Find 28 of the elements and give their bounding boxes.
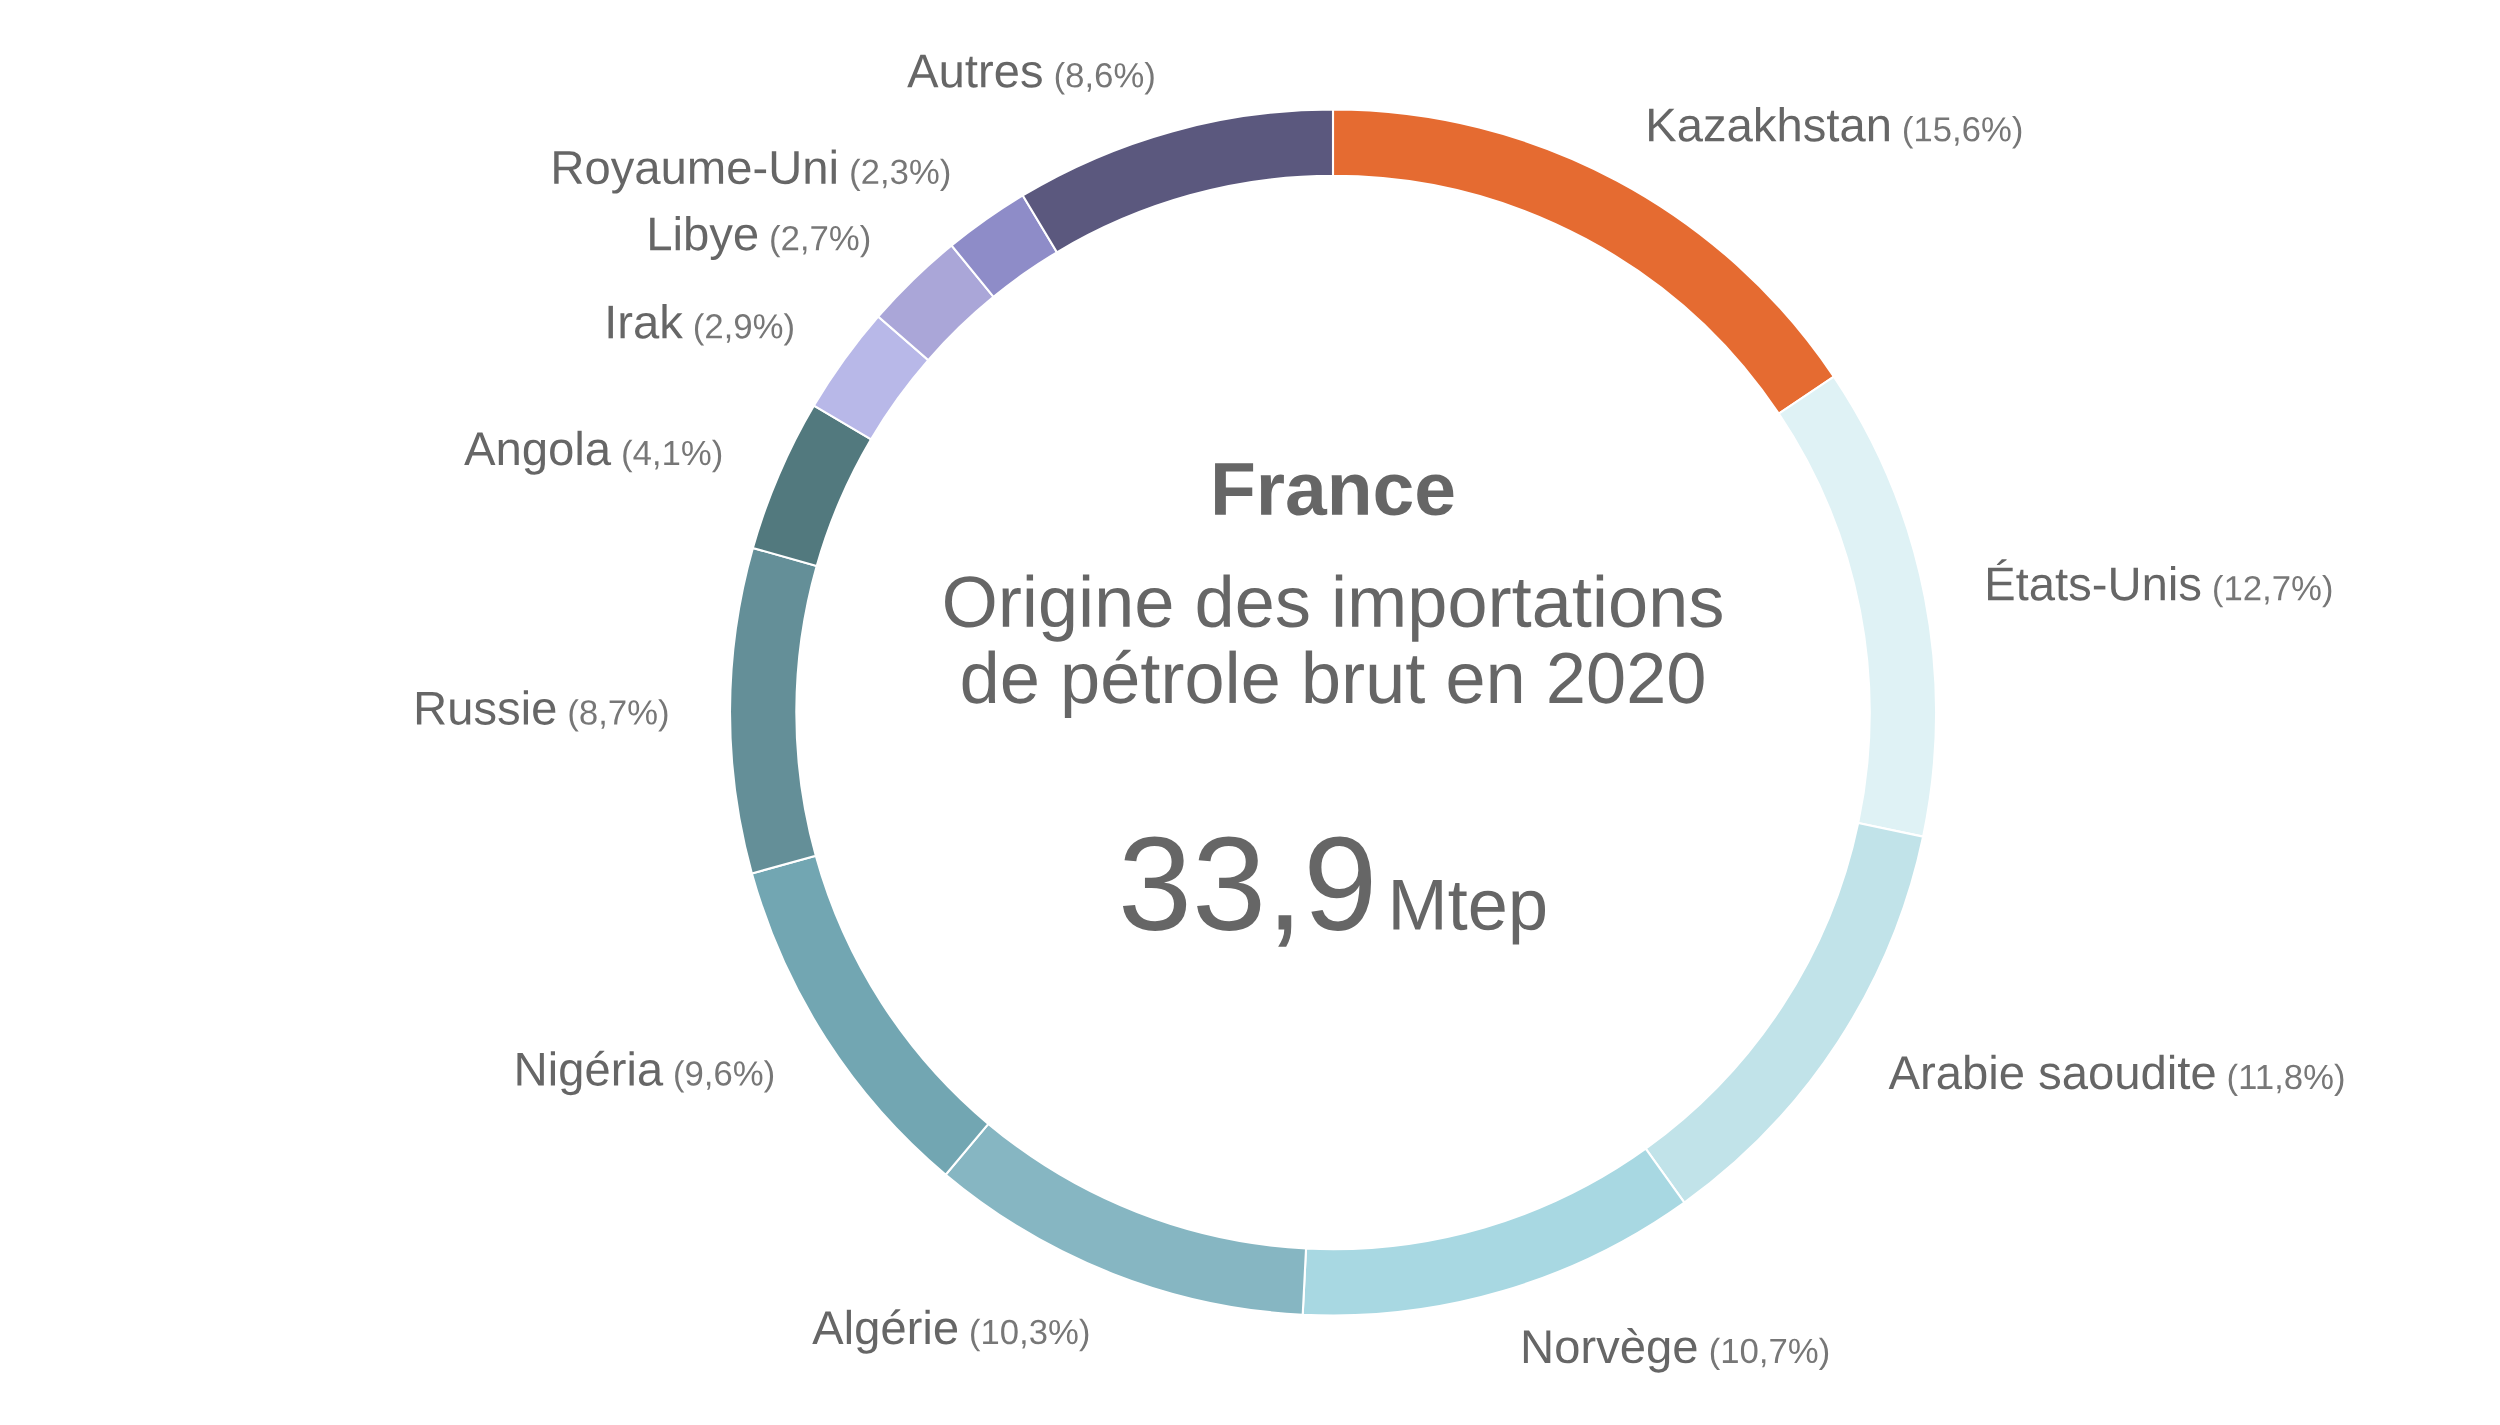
data-label: (2,7%) bbox=[771, 225, 870, 258]
data-label: (8,7%) bbox=[569, 699, 668, 732]
slice-label: Irak bbox=[608, 304, 683, 339]
slice-label: Royaume-Uni bbox=[554, 149, 836, 194]
text: Mtep bbox=[1393, 879, 1546, 945]
slice-label: Nigéria bbox=[517, 1050, 664, 1096]
slice-label: Norvège bbox=[1523, 1328, 1697, 1373]
slice-label: Angola bbox=[464, 430, 612, 475]
slice-label: Algérie bbox=[812, 1309, 958, 1354]
slice-label: États-Unis bbox=[1988, 559, 2201, 601]
data-label: (10,7%) bbox=[1710, 1337, 1829, 1371]
text: 33,9 bbox=[1122, 836, 1372, 947]
data-label: (8,6%) bbox=[1055, 62, 1154, 95]
slice-label: Libye bbox=[650, 215, 758, 260]
data-label: (2,9%) bbox=[694, 313, 793, 346]
text: Origine des importations de pétrole brut en 2020 bbox=[945, 574, 1722, 718]
text: France bbox=[1215, 463, 1454, 516]
data-label: (10,3%) bbox=[971, 1318, 1089, 1352]
data-label: (11,8%) bbox=[2228, 1063, 2344, 1097]
data-label: (12,7%) bbox=[2214, 575, 2332, 608]
slice-label: Arabie saoudite bbox=[1888, 1054, 2215, 1090]
slice-label: Russie bbox=[416, 690, 556, 725]
slice-label: Autres bbox=[907, 54, 1042, 88]
data-label: (2,3%) bbox=[851, 158, 950, 192]
data-label: (15,6%) bbox=[1904, 116, 2022, 149]
slice-label: Kazakhstan bbox=[1649, 107, 1889, 142]
data-label: (4,1%) bbox=[623, 439, 722, 473]
data-label: (9,6%) bbox=[675, 1060, 774, 1093]
